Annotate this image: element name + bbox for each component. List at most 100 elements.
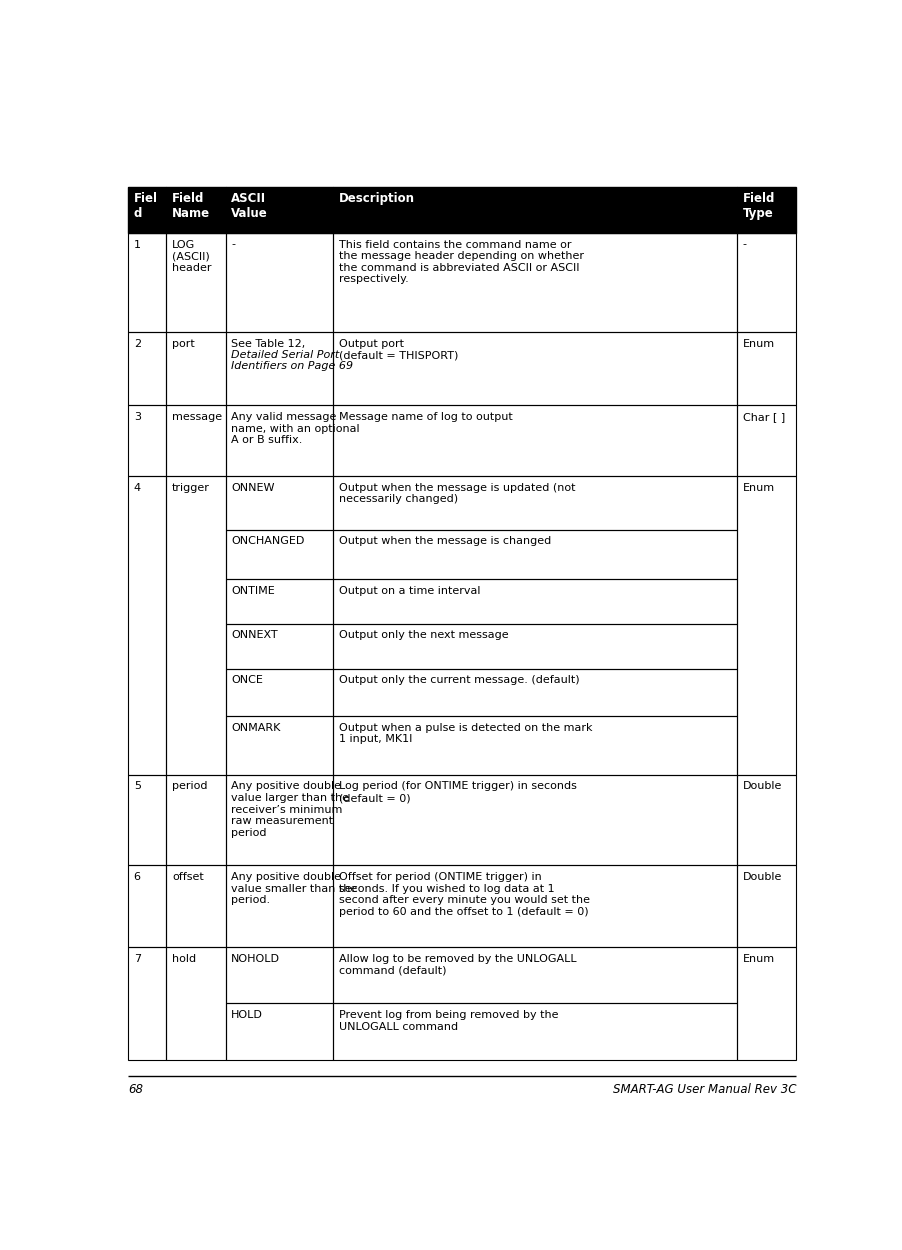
Bar bbox=[334, 332, 737, 405]
Bar bbox=[128, 232, 166, 332]
Bar bbox=[334, 1004, 737, 1060]
Bar bbox=[226, 1004, 334, 1060]
Bar bbox=[226, 775, 334, 865]
Text: 6: 6 bbox=[133, 872, 141, 882]
Bar bbox=[737, 948, 796, 1060]
Text: Enum: Enum bbox=[743, 482, 775, 492]
Text: Output only the next message: Output only the next message bbox=[339, 630, 509, 640]
Bar bbox=[226, 476, 334, 530]
Bar bbox=[334, 530, 737, 579]
Text: Log period (for ONTIME trigger) in seconds
(default = 0): Log period (for ONTIME trigger) in secon… bbox=[339, 781, 577, 802]
Bar bbox=[226, 948, 334, 1004]
Bar bbox=[334, 579, 737, 624]
Bar bbox=[128, 865, 166, 948]
Bar bbox=[226, 332, 334, 405]
Bar bbox=[166, 865, 226, 948]
Text: ASCII
Value: ASCII Value bbox=[231, 192, 268, 220]
Text: See Table 12,: See Table 12, bbox=[231, 339, 306, 349]
Bar bbox=[334, 476, 737, 530]
Text: ONCHANGED: ONCHANGED bbox=[231, 536, 305, 546]
Bar bbox=[334, 948, 737, 1004]
Bar bbox=[226, 332, 334, 405]
Text: 5: 5 bbox=[133, 781, 141, 791]
Text: Char [ ]: Char [ ] bbox=[743, 412, 785, 422]
Text: -: - bbox=[231, 240, 235, 250]
Bar bbox=[226, 669, 334, 716]
Bar bbox=[166, 186, 226, 232]
Text: HOLD: HOLD bbox=[231, 1010, 263, 1020]
Bar bbox=[166, 232, 226, 332]
Bar bbox=[128, 775, 166, 865]
Bar bbox=[334, 476, 737, 530]
Bar bbox=[128, 948, 166, 1060]
Text: NOHOLD: NOHOLD bbox=[231, 954, 281, 964]
Text: hold: hold bbox=[172, 954, 196, 964]
Bar bbox=[334, 186, 737, 232]
Bar bbox=[166, 405, 226, 476]
Text: Any positive double
value smaller than the
period.: Any positive double value smaller than t… bbox=[231, 872, 357, 905]
Bar bbox=[737, 476, 796, 775]
Text: 68: 68 bbox=[128, 1082, 143, 1096]
Bar bbox=[334, 716, 737, 775]
Text: 1: 1 bbox=[133, 240, 141, 250]
Bar bbox=[737, 948, 796, 1060]
Bar bbox=[334, 405, 737, 476]
Bar bbox=[166, 948, 226, 1060]
Bar bbox=[737, 186, 796, 232]
Text: Any positive double
value larger than the
receiver’s minimum
raw measurement
per: Any positive double value larger than th… bbox=[231, 781, 349, 838]
Bar bbox=[737, 865, 796, 948]
Text: 7: 7 bbox=[133, 954, 141, 964]
Bar bbox=[334, 530, 737, 579]
Bar bbox=[226, 530, 334, 579]
Bar bbox=[226, 186, 334, 232]
Bar bbox=[334, 865, 737, 948]
Bar bbox=[226, 530, 334, 579]
Bar bbox=[334, 865, 737, 948]
Bar bbox=[737, 775, 796, 865]
Bar bbox=[128, 476, 166, 775]
Bar bbox=[226, 775, 334, 865]
Text: Offset for period (ONTIME trigger) in
seconds. If you wished to log data at 1
se: Offset for period (ONTIME trigger) in se… bbox=[339, 872, 590, 917]
Bar bbox=[128, 948, 166, 1060]
Text: trigger: trigger bbox=[172, 482, 210, 492]
Bar bbox=[334, 1004, 737, 1060]
Bar bbox=[737, 476, 796, 775]
Bar bbox=[226, 579, 334, 624]
Bar bbox=[226, 716, 334, 775]
Text: period: period bbox=[172, 781, 207, 791]
Bar bbox=[334, 405, 737, 476]
Text: Enum: Enum bbox=[743, 339, 775, 349]
Bar bbox=[334, 775, 737, 865]
Bar bbox=[128, 775, 166, 865]
Text: LOG
(ASCII)
header: LOG (ASCII) header bbox=[172, 240, 211, 272]
Bar bbox=[128, 332, 166, 405]
Bar bbox=[334, 186, 737, 232]
Bar bbox=[128, 232, 166, 332]
Text: Description: Description bbox=[339, 192, 415, 205]
Bar bbox=[334, 716, 737, 775]
Bar bbox=[128, 405, 166, 476]
Text: offset: offset bbox=[172, 872, 204, 882]
Bar bbox=[226, 232, 334, 332]
Bar bbox=[166, 775, 226, 865]
Bar bbox=[166, 476, 226, 775]
Bar bbox=[737, 332, 796, 405]
Text: Identifiers on Page 69: Identifiers on Page 69 bbox=[231, 361, 354, 371]
Text: Output only the current message. (default): Output only the current message. (defaul… bbox=[339, 675, 580, 685]
Bar bbox=[737, 865, 796, 948]
Bar bbox=[166, 948, 226, 1060]
Bar bbox=[226, 405, 334, 476]
Text: Any valid message
name, with an optional
A or B suffix.: Any valid message name, with an optional… bbox=[231, 412, 360, 445]
Bar bbox=[166, 232, 226, 332]
Text: 2: 2 bbox=[133, 339, 141, 349]
Bar bbox=[737, 405, 796, 476]
Bar bbox=[334, 624, 737, 669]
Text: ONCE: ONCE bbox=[231, 675, 263, 685]
Bar bbox=[166, 186, 226, 232]
Bar bbox=[334, 232, 737, 332]
Text: ONNEW: ONNEW bbox=[231, 482, 275, 492]
Bar bbox=[737, 775, 796, 865]
Bar bbox=[226, 669, 334, 716]
Bar bbox=[226, 579, 334, 624]
Text: Prevent log from being removed by the
UNLOGALL command: Prevent log from being removed by the UN… bbox=[339, 1010, 558, 1031]
